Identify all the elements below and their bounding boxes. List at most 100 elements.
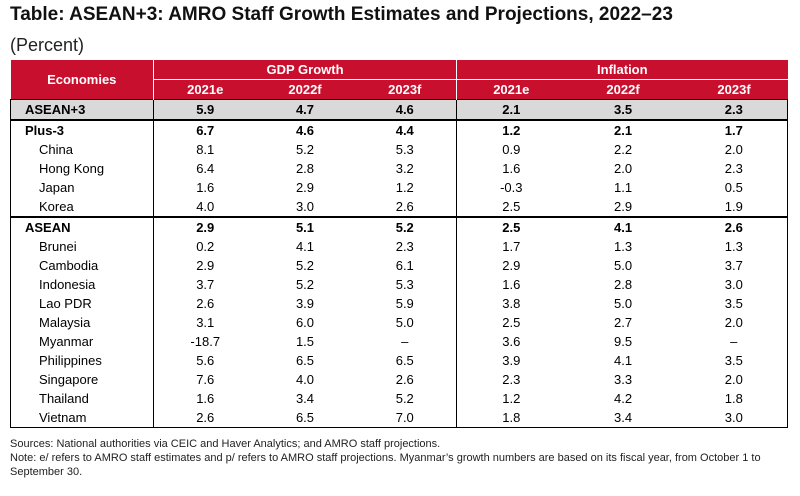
table-cell: – [680,332,789,351]
table-cell: 2.8 [613,277,633,292]
table-cell: 6.7 [153,119,257,140]
table-cell: 6.0 [295,315,315,330]
table-cell: 9.5 [613,334,633,349]
table-cell: 2.1 [456,99,566,120]
table-cell: 4.1 [565,216,681,237]
table-cell: 2.3 [680,99,789,120]
year-header: 2023f [353,79,458,100]
table-cell: 1.6 [456,159,566,178]
table-cell: 3.5 [565,99,681,120]
table-cell: 5.2 [395,391,414,406]
year-header: 2021e [456,79,566,100]
economy-name: Brunei [10,237,154,256]
table-cell: 3.0 [295,199,315,214]
table-cell: 3.6 [456,332,566,351]
economy-name: Malaysia [10,313,154,332]
table-cell: 5.3 [395,142,414,157]
economy-name: Philippines [10,351,154,370]
economy-name: ASEAN [10,216,154,237]
table-cell: 1.2 [456,119,566,140]
economy-name: Korea [10,197,154,217]
table-cell: 1.6 [196,180,215,195]
table-row: Plus-3 6.7 4.6 4.4 1.2 2.1 1.7 [10,119,789,140]
table-cell: 4.0 [196,199,215,214]
table-cell: 3.2 [395,161,414,176]
table-cell: 6.5 [256,408,354,428]
table-cell: 2.9 [153,216,257,237]
table-cell: 2.5 [456,313,566,332]
table-cell: 5.2 [295,142,315,157]
table-row: ASEAN+3 5.9 4.7 4.6 2.1 3.5 2.3 [10,99,789,120]
table-cell: 2.2 [613,142,633,157]
economy-name: Thailand [10,389,154,408]
table-row: Korea 4.0 3.0 2.6 2.5 2.9 1.9 [10,197,789,217]
table-cell: 2.5 [456,216,566,237]
table-cell: 7.6 [196,372,215,387]
table-cell: 3.0 [680,275,789,294]
economies-header: Economies [10,60,154,100]
table-cell: 5.0 [613,296,633,311]
table-cell: 3.0 [680,408,789,428]
table-cell: 1.1 [613,180,633,195]
table-cell: 5.0 [395,315,414,330]
table-cell: – [401,334,409,349]
table-cell: 3.8 [456,294,566,313]
table-cell: 1.8 [456,408,566,428]
table-row: Cambodia 2.9 5.2 6.1 2.9 5.0 3.7 [10,256,789,275]
table-cell: 3.5 [680,294,789,313]
table-cell: 1.6 [196,391,215,406]
table-cell: 5.2 [295,277,315,292]
table-cell: 2.7 [613,315,633,330]
table-cell: 6.5 [395,353,414,368]
economy-name: Lao PDR [10,294,154,313]
notes: Sources: National authorities via CEIC a… [10,437,790,479]
table-cell: 1.3 [613,239,633,254]
table-cell: 2.0 [680,370,789,389]
table-cell: 2.0 [680,140,789,159]
table-row: Singapore 7.6 4.0 2.6 2.3 3.3 2.0 [10,370,789,389]
table-cell: 2.9 [295,180,315,195]
table-body: ASEAN+3 5.9 4.7 4.6 2.1 3.5 2.3 Plus-3 6.7 4.6 4.4… [10,99,789,428]
year-header: 2022f [565,79,681,100]
table-cell: 5.0 [613,258,633,273]
table-row: Thailand 1.6 3.4 5.2 1.2 4.2 1.8 [10,389,789,408]
economy-name: China [10,140,154,159]
footnote: Note: e/ refers to AMRO staff estimates … [10,452,761,478]
table-row: ASEAN 2.9 5.1 5.2 2.5 4.1 2.6 [10,216,789,237]
table-row: Myanmar -18.7 1.5 – 3.6 9.5 – [10,332,789,351]
table-row: Japan 1.6 2.9 1.2 -0.3 1.1 0.5 [10,178,789,197]
table-row: Malaysia 3.1 6.0 5.0 2.5 2.7 2.0 [10,313,789,332]
table-row: Brunei 0.2 4.1 2.3 1.7 1.3 1.3 [10,237,789,256]
table-cell: 2.6 [395,372,414,387]
table-cell: 5.1 [256,216,354,237]
table-cell: 0.9 [456,140,566,159]
table-cell: 7.0 [353,408,457,428]
table-cell: 3.1 [196,315,215,330]
table-row: China 8.1 5.2 5.3 0.9 2.2 2.0 [10,140,789,159]
table-cell: 2.6 [680,216,789,237]
year-header: 2021e [153,79,257,100]
table-cell: 2.6 [196,296,215,311]
table-cell: 3.4 [565,408,681,428]
table-cell: 4.7 [256,99,354,120]
table-cell: 4.4 [353,119,457,140]
table-cell: 2.0 [613,161,633,176]
table-cell: 4.0 [295,372,315,387]
table-cell: -0.3 [456,178,566,197]
table-cell: 2.9 [613,199,633,214]
table-cell: 1.2 [456,389,566,408]
table-cell: 5.2 [295,258,315,273]
table-row: Hong Kong 6.4 2.8 3.2 1.6 2.0 2.3 [10,159,789,178]
table-row: Vietnam 2.6 6.5 7.0 1.8 3.4 3.0 [10,408,789,428]
table-cell: 1.9 [680,197,789,217]
table-cell: 5.6 [196,353,215,368]
table-row: Lao PDR 2.6 3.9 5.9 3.8 5.0 3.5 [10,294,789,313]
table-cell: 6.4 [196,161,215,176]
table-cell: 1.6 [456,275,566,294]
sources-note: Sources: National authorities via CEIC a… [10,438,441,450]
economy-name: Hong Kong [10,159,154,178]
table-cell: 1.7 [456,237,566,256]
table-cell: 3.7 [680,256,789,275]
economy-name: Indonesia [10,275,154,294]
table-title: Table: ASEAN+3: AMRO Staff Growth Estima… [10,4,673,25]
